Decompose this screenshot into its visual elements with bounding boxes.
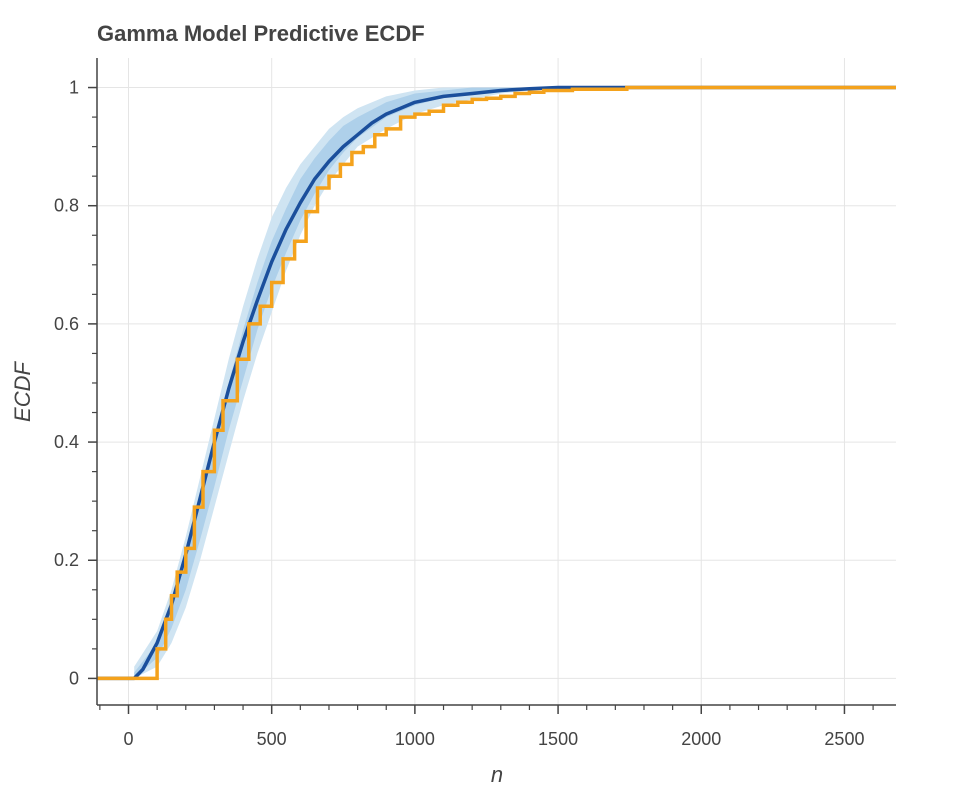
band-95: [134, 87, 559, 679]
y-tick-label: 1: [69, 78, 79, 98]
x-tick-label: 1500: [538, 729, 578, 749]
y-tick-label: 0.2: [54, 550, 79, 570]
median-line: [97, 85, 896, 681]
axes: 0 500 1000 1500 2000 2500 0 0.2 0.4 0.6 0.8 1: [54, 58, 896, 749]
x-tick-label: 2500: [824, 729, 864, 749]
predictive-bands: [134, 87, 559, 679]
band-68: [134, 87, 559, 679]
x-axis-label: n: [491, 762, 503, 787]
x-tick-label: 0: [123, 729, 133, 749]
chart-title: Gamma Model Predictive ECDF: [97, 21, 425, 46]
y-tick-label: 0.4: [54, 432, 79, 452]
y-tick-label: 0.6: [54, 314, 79, 334]
grid: [97, 58, 896, 705]
y-tick-label: 0.8: [54, 196, 79, 216]
y-tick-label: 0: [69, 668, 79, 688]
y-axis-label: ECDF: [10, 360, 35, 421]
x-tick-label: 1000: [395, 729, 435, 749]
data-lines: [97, 85, 896, 681]
observed-ecdf-line: [97, 85, 896, 681]
x-tick-label: 2000: [681, 729, 721, 749]
x-tick-label: 500: [257, 729, 287, 749]
